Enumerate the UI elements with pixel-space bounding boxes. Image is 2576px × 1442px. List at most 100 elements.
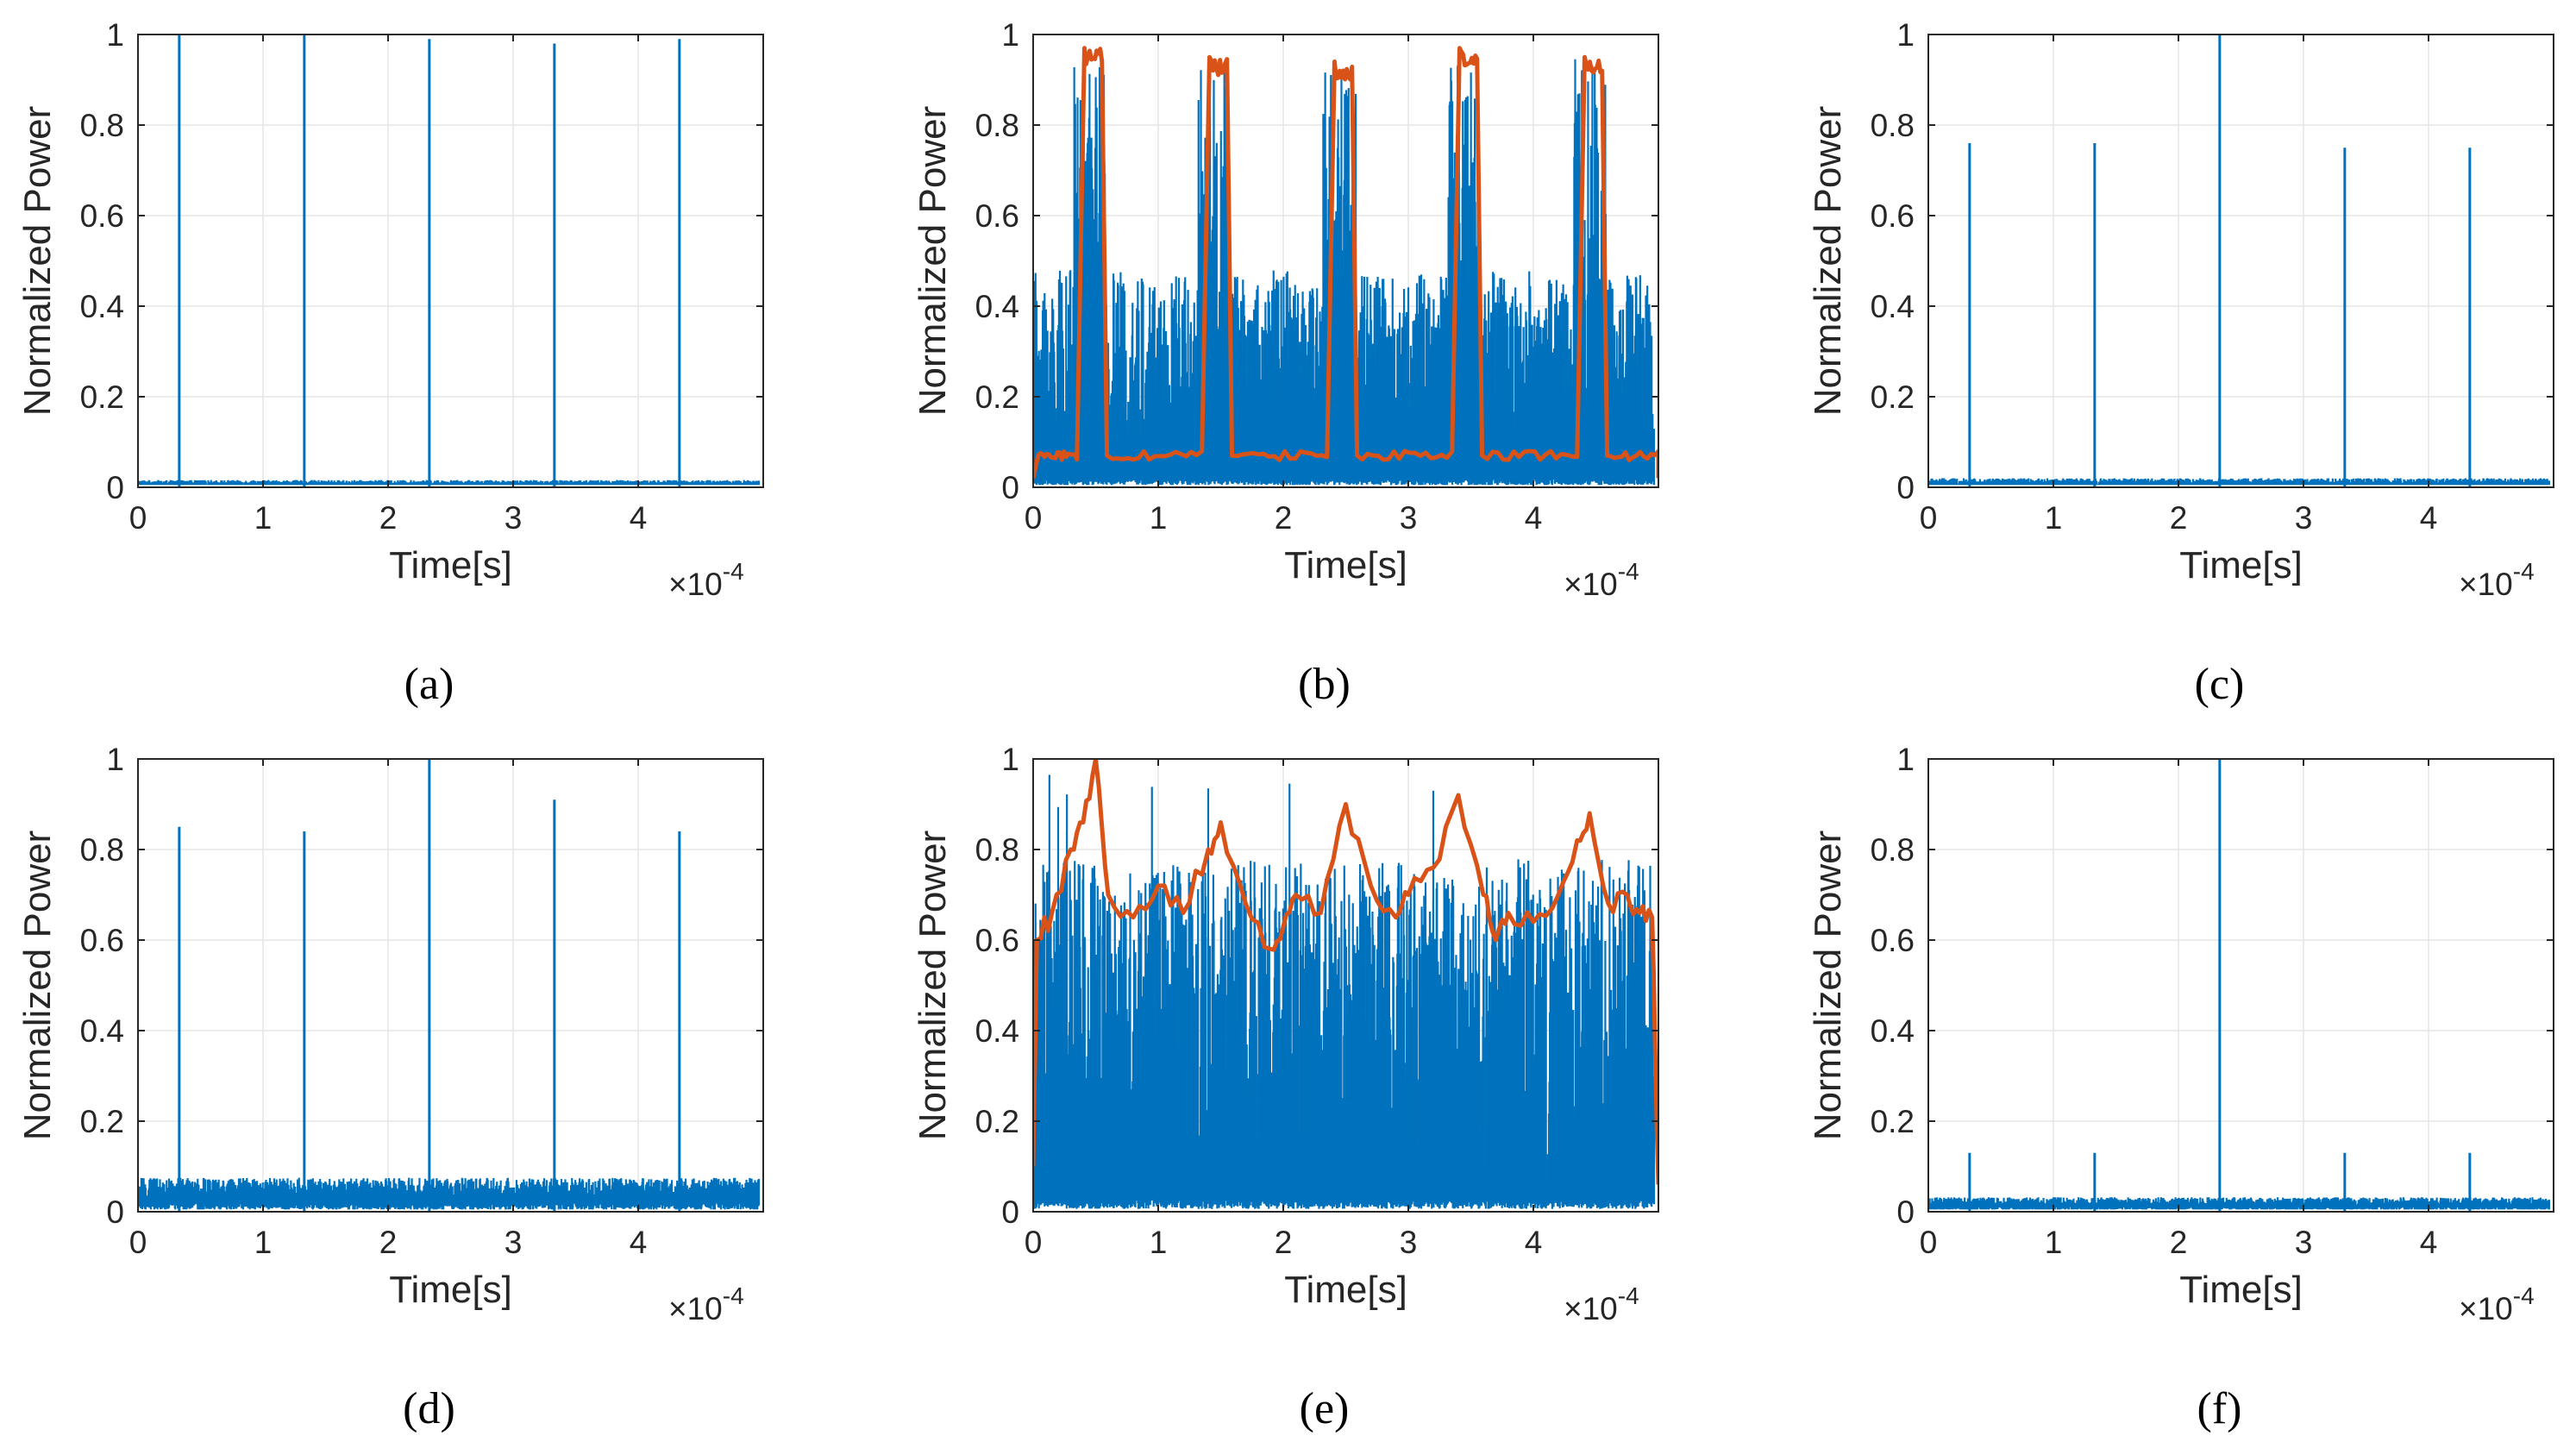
y-axis-label: Normalized Power xyxy=(1807,106,1849,416)
x-tick-label: 2 xyxy=(379,500,398,536)
x-tick-label: 1 xyxy=(254,1225,273,1260)
x-exponent-label: ×10-4 xyxy=(668,1282,744,1326)
x-exponent-value: -4 xyxy=(723,558,744,585)
x-tick-label: 1 xyxy=(254,500,273,536)
y-tick-label: 0.2 xyxy=(1871,379,1915,415)
axes-box xyxy=(1927,758,2554,1213)
x-exponent-value: -4 xyxy=(2513,1282,2535,1309)
x-tick-label: 2 xyxy=(1275,500,1293,536)
x-tick-label: 3 xyxy=(2295,1225,2313,1260)
y-tick-label: 0 xyxy=(1001,1194,1019,1230)
y-tick-label: 1 xyxy=(1001,742,1019,777)
x-tick-label: 0 xyxy=(129,500,147,536)
x-tick-label: 4 xyxy=(630,500,648,536)
y-tick-label: 0.8 xyxy=(975,108,1019,143)
y-tick-label: 0.2 xyxy=(975,379,1019,415)
envelope-trace xyxy=(1033,759,1658,1185)
signal-trace xyxy=(138,480,761,486)
x-exponent-value: -4 xyxy=(1618,558,1639,585)
x-axis-label: Time[s] xyxy=(389,1269,512,1311)
x-tick-label: 1 xyxy=(1150,500,1168,536)
x-exponent-label: ×10-4 xyxy=(2459,558,2535,602)
x-tick-label: 0 xyxy=(1920,500,1938,536)
y-axis-label: Normalized Power xyxy=(1807,831,1849,1140)
subplot-caption: (e) xyxy=(1300,1384,1350,1433)
signal-trace xyxy=(1033,58,1656,486)
x-tick-label: 4 xyxy=(2420,500,2438,536)
y-tick-label: 0.4 xyxy=(80,289,124,324)
y-tick-label: 0.4 xyxy=(975,1013,1019,1049)
y-tick-label: 1 xyxy=(1896,742,1915,777)
axes-box xyxy=(1032,34,1659,488)
x-axis-label: Time[s] xyxy=(389,544,512,586)
y-tick-label: 1 xyxy=(1001,17,1019,53)
subplot-caption: (f) xyxy=(2197,1384,2242,1433)
y-tick-label: 0.8 xyxy=(80,832,124,868)
x-tick-label: 4 xyxy=(630,1225,648,1260)
y-tick-label: 0.8 xyxy=(80,108,124,143)
y-tick-label: 0 xyxy=(1896,470,1915,505)
y-tick-label: 0.2 xyxy=(1871,1104,1915,1139)
axes-box xyxy=(137,758,764,1213)
y-tick-label: 0.6 xyxy=(975,198,1019,234)
axes-box xyxy=(1032,758,1659,1213)
x-axis-label: Time[s] xyxy=(1284,544,1407,586)
subplot-a: 0 1 2 3 4 0 0.2 0.4 0.6 0.8 1 Time[s] Normalized Pow… xyxy=(16,17,764,709)
plot-area xyxy=(138,759,763,1212)
x-tick-label: 4 xyxy=(2420,1225,2438,1260)
y-axis-label: Normalized Power xyxy=(912,106,954,416)
subplot-caption: (d) xyxy=(403,1384,455,1433)
subplot-caption: (c) xyxy=(2195,660,2245,709)
plot-area xyxy=(1928,34,2554,487)
y-tick-label: 1 xyxy=(106,742,124,777)
x-exponent-label: ×10-4 xyxy=(1564,558,1639,602)
x-tick-label: 3 xyxy=(1400,1225,1418,1260)
y-tick-label: 0.4 xyxy=(80,1013,124,1049)
signal-trace xyxy=(138,1177,761,1210)
x-exponent-label: ×10-4 xyxy=(1564,1282,1639,1326)
y-tick-label: 0.8 xyxy=(975,832,1019,868)
subplot-caption: (b) xyxy=(1298,660,1351,709)
y-tick-label: 0.6 xyxy=(80,198,124,234)
x-tick-label: 3 xyxy=(505,500,523,536)
y-tick-label: 0.8 xyxy=(1871,832,1915,868)
x-tick-label: 1 xyxy=(1150,1225,1168,1260)
x-tick-label: 2 xyxy=(2170,500,2188,536)
x-tick-label: 3 xyxy=(505,1225,523,1260)
x-tick-label: 2 xyxy=(379,1225,398,1260)
x-axis-label: Time[s] xyxy=(1284,1269,1407,1311)
x-tick-label: 2 xyxy=(1275,1225,1293,1260)
y-tick-label: 0.6 xyxy=(975,923,1019,958)
axes-box xyxy=(137,34,764,488)
y-tick-label: 0.4 xyxy=(1871,1013,1915,1049)
x-tick-label: 3 xyxy=(1400,500,1418,536)
x-tick-label: 1 xyxy=(2045,500,2063,536)
x-axis-label: Time[s] xyxy=(2179,1269,2303,1311)
y-tick-label: 0.4 xyxy=(1871,289,1915,324)
y-tick-label: 0.2 xyxy=(80,1104,124,1139)
subplot-c: 0 1 2 3 4 0 0.2 0.4 0.6 0.8 1 Time[s] Normalized Pow… xyxy=(1807,17,2554,709)
x-tick-label: 0 xyxy=(129,1225,147,1260)
y-tick-label: 0.8 xyxy=(1871,108,1915,143)
subplot-f: 0 1 2 3 4 0 0.2 0.4 0.6 0.8 1 Time[s] Normalized Pow… xyxy=(1807,742,2554,1433)
y-tick-label: 0 xyxy=(106,470,124,505)
x-exponent-value: -4 xyxy=(1618,1282,1639,1309)
plot-area xyxy=(138,34,763,487)
y-tick-label: 0 xyxy=(1896,1194,1915,1230)
y-tick-label: 0.2 xyxy=(975,1104,1019,1139)
x-tick-label: 4 xyxy=(1525,1225,1543,1260)
x-axis-label: Time[s] xyxy=(2179,544,2303,586)
subplot-b: 0 1 2 3 4 0 0.2 0.4 0.6 0.8 1 Time[s] Normalized Pow… xyxy=(912,17,1659,709)
envelope-trace xyxy=(1033,46,1658,480)
x-tick-label: 3 xyxy=(2295,500,2313,536)
y-axis-label: Normalized Power xyxy=(912,831,954,1140)
x-tick-label: 0 xyxy=(1025,500,1043,536)
subplot-caption: (a) xyxy=(404,660,454,709)
y-tick-label: 1 xyxy=(1896,17,1915,53)
y-tick-label: 0.4 xyxy=(975,289,1019,324)
x-exponent-value: -4 xyxy=(2513,558,2535,585)
x-tick-label: 2 xyxy=(2170,1225,2188,1260)
y-tick-label: 1 xyxy=(106,17,124,53)
y-tick-label: 0.6 xyxy=(1871,923,1915,958)
